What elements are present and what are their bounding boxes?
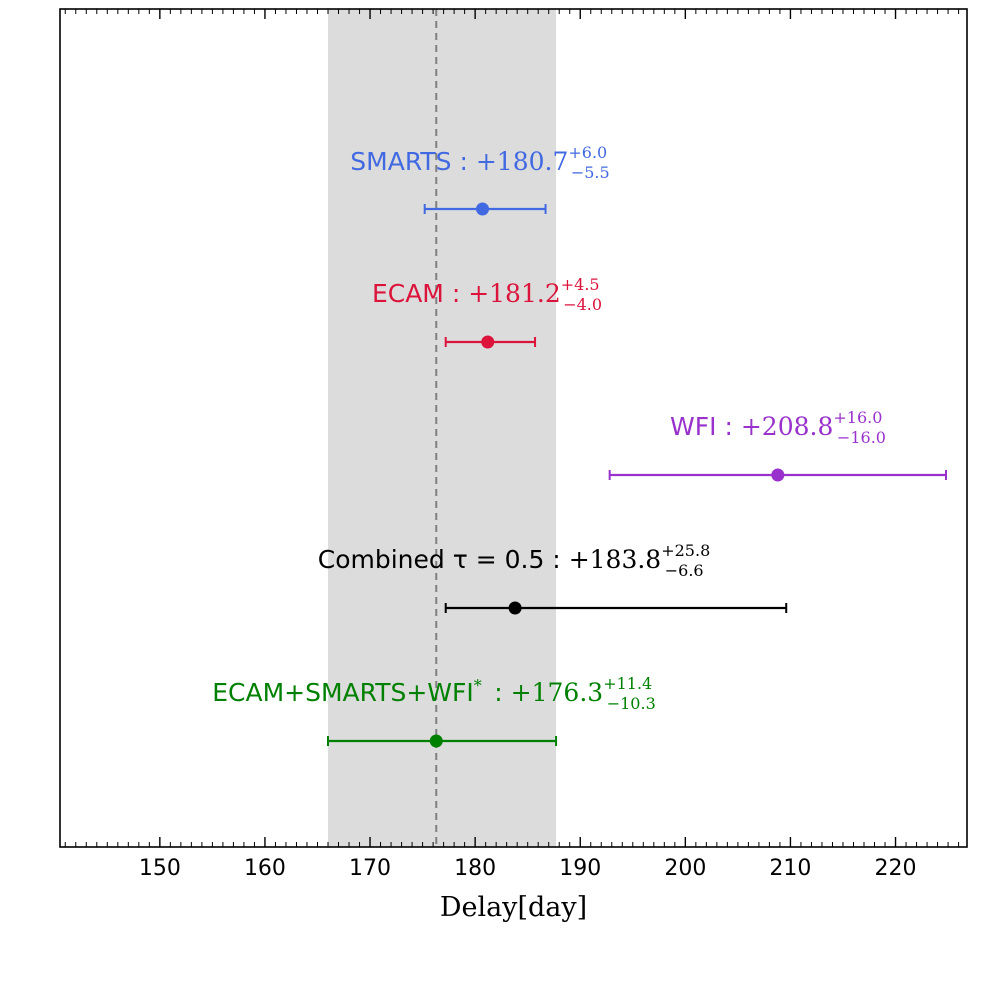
series-name: ECAM [372, 279, 444, 308]
plot-frame-layer [59, 8, 968, 848]
series-err-plus: +6.0 [568, 143, 607, 162]
data-point [771, 468, 785, 482]
data-point [481, 335, 495, 349]
series-value: +180.7 [476, 147, 569, 176]
x-tick-label: 160 [244, 856, 286, 881]
series-err-minus: −6.6 [665, 561, 704, 580]
series-name-suffix: * [474, 676, 482, 695]
reference-band [328, 9, 557, 847]
x-axis-title: Delay[day] [440, 892, 587, 923]
series-err-plus: +11.4 [603, 674, 652, 693]
series-layer: SMARTS : +180.7+6.0 −5.5 ECAM : +181.2+4.5… [212, 143, 947, 748]
data-point [508, 601, 522, 615]
series-err-minus: −4.0 [563, 295, 602, 314]
series-separator: : [452, 147, 476, 176]
series-separator: : [717, 412, 741, 441]
x-tick-label: 220 [875, 856, 917, 881]
data-point [475, 202, 489, 216]
x-tick-label: 210 [769, 856, 811, 881]
series-separator: : [544, 545, 568, 574]
series-1: SMARTS : +180.7+6.0 −5.5 [350, 143, 610, 216]
series-5: ECAM+SMARTS+WFI* : +176.3+11.4 −10.3 [212, 674, 656, 748]
series-err-minus: −16.0 [837, 428, 886, 447]
series-label: Combined τ = 0.5 : +183.8+25.8 −6.6 [318, 541, 711, 580]
series-label: ECAM : +181.2+4.5 −4.0 [372, 275, 602, 314]
series-3: WFI : +208.8+16.0 −16.0 [608, 408, 947, 482]
series-value: +208.8 [741, 412, 834, 441]
x-tick-label: 170 [349, 856, 391, 881]
x-tick-label: 150 [139, 856, 181, 881]
plot-frame [59, 8, 968, 848]
reference-band-layer [328, 9, 557, 847]
series-name: WFI [670, 412, 716, 441]
series-label: WFI : +208.8+16.0 −16.0 [670, 408, 886, 447]
series-name: SMARTS [350, 147, 451, 176]
series-err-plus: +25.8 [661, 541, 710, 560]
series-name: ECAM+SMARTS+WFI [212, 678, 474, 707]
data-point [429, 734, 443, 748]
series-name: Combined τ = 0.5 [318, 545, 545, 574]
series-value: +176.3 [511, 678, 604, 707]
series-separator: : [444, 279, 468, 308]
series-label: ECAM+SMARTS+WFI* : +176.3+11.4 −10.3 [212, 674, 656, 713]
series-err-minus: −5.5 [571, 163, 610, 182]
x-tick-label: 200 [664, 856, 706, 881]
series-4: Combined τ = 0.5 : +183.8+25.8 −6.6 [318, 541, 788, 615]
series-value: +183.8 [569, 545, 662, 574]
series-label: SMARTS : +180.7+6.0 −5.5 [350, 143, 609, 182]
x-axis-ticks: 150 160 170 180 190 200 210 220 [64, 9, 960, 881]
series-value: +181.2 [468, 279, 561, 308]
x-tick-label: 190 [559, 856, 601, 881]
series-err-minus: −10.3 [607, 694, 656, 713]
series-err-plus: +4.5 [561, 275, 600, 294]
series-err-plus: +16.0 [833, 408, 882, 427]
series-separator: : [482, 678, 511, 707]
x-tick-label: 180 [454, 856, 496, 881]
series-2: ECAM : +181.2+4.5 −4.0 [372, 275, 602, 349]
